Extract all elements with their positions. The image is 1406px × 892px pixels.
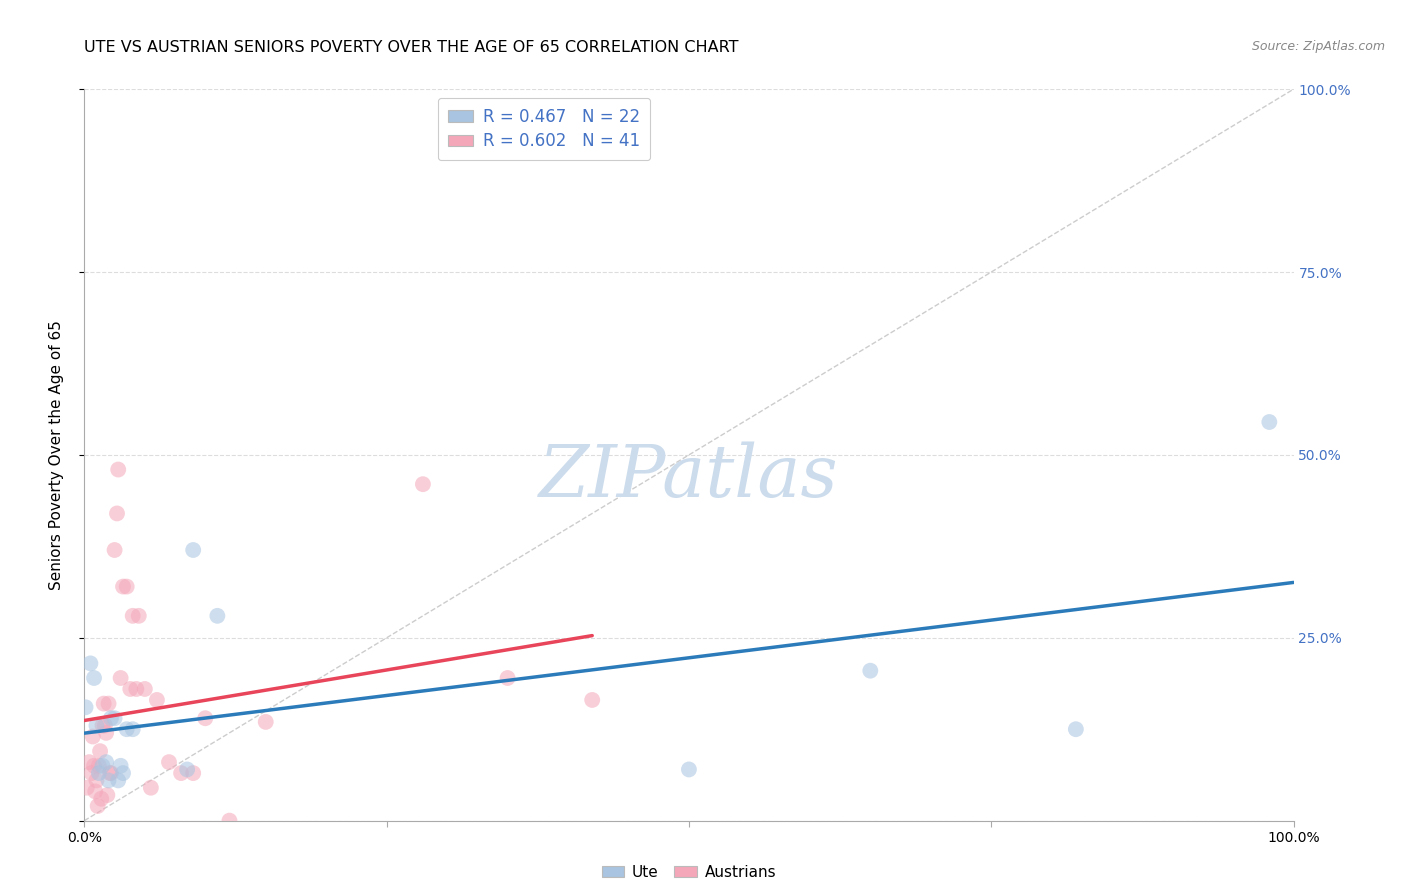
Point [77,755,100,769]
Point [86,773,108,788]
Point [496,671,519,685]
Point [105,507,128,521]
Point [80,766,103,780]
Text: ZIPatlas: ZIPatlas [538,442,839,512]
Point [112,580,135,594]
Point [100,711,122,725]
Point [176,763,198,777]
Point [678,763,700,777]
Point [83,758,105,772]
Point [146,693,169,707]
Point [412,477,434,491]
Point [107,773,129,788]
Point [91,758,114,772]
Point [79,657,101,671]
Point [115,580,138,594]
Point [121,608,143,623]
Point [86,718,108,732]
Point [1258,415,1281,429]
Text: Source: ZipAtlas.com: Source: ZipAtlas.com [1251,40,1385,54]
Legend: Ute, Austrians: Ute, Austrians [596,859,782,886]
Point [87,766,110,780]
Point [181,766,204,780]
Point [157,755,180,769]
Point [121,723,143,737]
Point [104,543,127,558]
Point [100,766,122,780]
Point [1064,723,1087,737]
Text: UTE VS AUSTRIAN SENIORS POVERTY OVER THE AGE OF 65 CORRELATION CHART: UTE VS AUSTRIAN SENIORS POVERTY OVER THE… [84,40,740,55]
Point [134,681,156,696]
Point [110,758,132,772]
Point [128,608,150,623]
Point [76,780,98,795]
Point [86,799,108,814]
Point [181,543,204,558]
Point [112,766,135,780]
Point [91,718,114,732]
Point [125,681,148,696]
Point [98,766,121,780]
Point [83,671,105,685]
Point [170,766,193,780]
Point [75,700,97,714]
Point [93,697,115,711]
Point [90,791,112,805]
Point [581,693,603,707]
Y-axis label: Seniors Poverty Over the Age of 65: Seniors Poverty Over the Age of 65 [49,320,63,590]
Point [94,726,117,740]
Point [107,462,129,476]
Point [218,814,240,828]
Point [89,744,111,758]
Point [97,773,120,788]
Point [110,671,132,685]
Point [115,723,138,737]
Point [96,788,118,802]
Point [97,697,120,711]
Point [120,681,142,696]
Point [859,664,882,678]
Point [194,711,217,725]
Point [94,718,117,732]
Point [139,780,162,795]
Point [87,758,110,772]
Point [82,730,104,744]
Point [84,784,107,798]
Point [94,755,117,769]
Point [207,608,229,623]
Point [104,711,127,725]
Point [254,714,277,729]
